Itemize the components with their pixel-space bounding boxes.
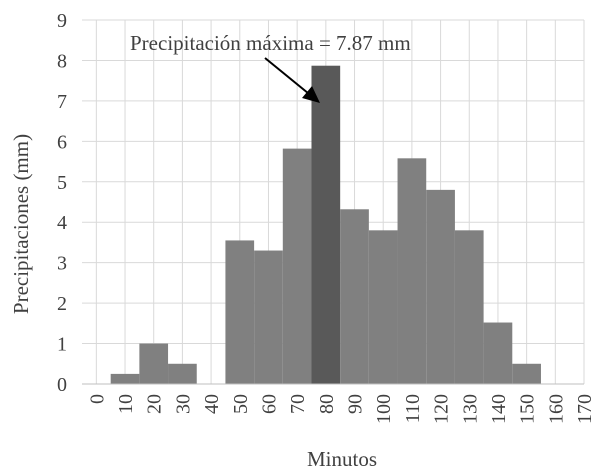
y-tick-labels: 0 1 2 3 4 5 6 7 8 9 (57, 10, 67, 396)
y-tick-label: 9 (57, 10, 67, 32)
y-tick-label: 0 (57, 374, 67, 396)
bar-140 (483, 322, 513, 384)
bar-10 (110, 373, 140, 384)
y-axis-title: Precipitaciones (mm) (9, 134, 33, 314)
x-tick-label: 130 (459, 394, 481, 424)
y-tick-label: 7 (57, 91, 67, 113)
x-tick-label: 80 (316, 394, 338, 414)
bar-110 (397, 158, 427, 384)
bar-60 (254, 250, 283, 384)
x-tick-label: 60 (258, 394, 280, 414)
x-axis-title: Minutos (307, 447, 377, 471)
y-tick-label: 6 (57, 131, 67, 153)
x-tick-label: 100 (373, 394, 395, 424)
bar-100 (368, 230, 398, 384)
bar-150 (512, 363, 541, 384)
bar-120 (426, 189, 455, 384)
x-tick-label: 170 (574, 394, 596, 424)
x-tick-label: 140 (488, 394, 510, 424)
bar-20 (139, 343, 169, 384)
y-tick-label: 3 (57, 253, 67, 275)
max-annotation-label: Precipitación máxima = 7.87 mm (130, 31, 411, 55)
x-tick-label: 0 (86, 394, 108, 404)
bar-50 (225, 240, 255, 384)
x-tick-label: 20 (144, 394, 166, 414)
bar-90 (340, 209, 369, 384)
x-tick-label: 10 (115, 394, 137, 414)
bar-130 (454, 230, 484, 384)
bar-30 (168, 363, 197, 384)
x-tick-labels: 0 10 20 30 40 50 60 70 80 90 100 110 120 130 140 150 160… (86, 394, 596, 424)
x-tick-label: 120 (431, 394, 453, 424)
bar-70 (282, 148, 312, 384)
y-tick-label: 4 (57, 212, 67, 234)
annotation-arrow (264, 57, 320, 103)
y-tick-label: 2 (57, 293, 67, 315)
x-tick-label: 70 (287, 394, 309, 414)
x-tick-label: 40 (201, 394, 223, 414)
y-tick-label: 5 (57, 172, 67, 194)
bar-80 (311, 65, 341, 385)
x-tick-label: 50 (230, 394, 252, 414)
bars (110, 65, 541, 385)
x-tick-label: 110 (402, 394, 424, 423)
x-tick-label: 90 (345, 394, 367, 414)
y-tick-label: 1 (57, 334, 67, 356)
x-tick-label: 160 (545, 394, 567, 424)
x-tick-label: 30 (172, 394, 194, 414)
x-tick-label: 150 (517, 394, 539, 424)
y-tick-label: 8 (57, 50, 67, 72)
